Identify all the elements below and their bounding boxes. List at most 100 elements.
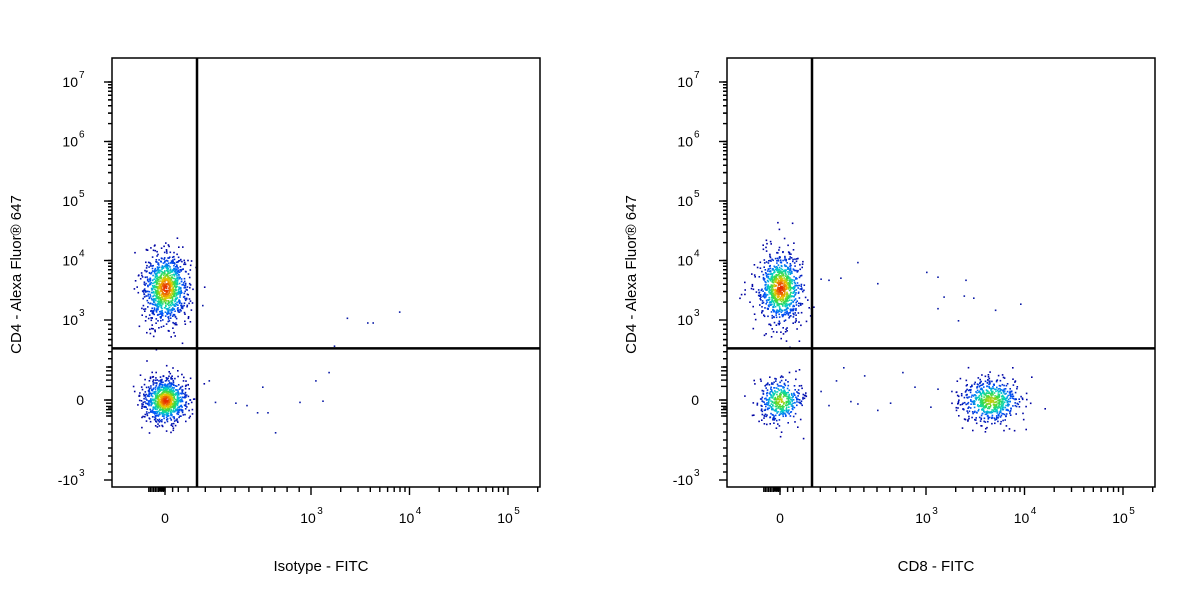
event-dot-pop0 <box>759 294 762 296</box>
event-dot-pop0 <box>790 253 792 255</box>
event-dot-sparse <box>926 271 928 274</box>
event-dot-pop1 <box>163 400 166 402</box>
event-dot-pop0 <box>772 330 775 333</box>
event-dot-pop1 <box>174 394 176 396</box>
event-dot-pop2 <box>1025 405 1027 408</box>
event-dot-sparse <box>208 380 211 382</box>
event-dot-pop1 <box>172 403 175 406</box>
event-dot-pop0 <box>765 281 767 284</box>
event-dot-pop1 <box>154 386 157 389</box>
event-dot-sparse <box>850 400 852 403</box>
event-dot-pop2 <box>978 416 981 419</box>
event-dot-pop1 <box>172 381 175 384</box>
event-dot-pop0 <box>800 311 803 314</box>
event-dot-pop0 <box>763 334 766 337</box>
event-dot-pop0 <box>147 295 149 297</box>
event-dot-pop2 <box>988 380 991 383</box>
event-dot-pop0 <box>169 277 171 280</box>
event-dot-pop0 <box>795 304 798 306</box>
event-dot-pop0 <box>782 327 784 329</box>
event-dot-pop1 <box>771 413 774 416</box>
event-dot-pop1 <box>779 411 782 413</box>
event-dot-pop0 <box>782 305 784 307</box>
event-dot-pop0 <box>774 305 777 308</box>
event-dot-pop1 <box>794 401 796 404</box>
event-dot-pop1 <box>150 399 153 402</box>
event-dot-pop0 <box>146 299 149 302</box>
event-dot-pop0 <box>785 265 787 268</box>
event-dot-pop2 <box>982 406 985 409</box>
event-dot-pop0 <box>785 286 788 289</box>
event-dot-pop2 <box>979 393 982 395</box>
event-dot-pop0 <box>149 280 151 282</box>
event-dot-pop1 <box>756 404 759 406</box>
event-dot-pop2 <box>968 417 970 420</box>
event-dot-pop0 <box>777 252 779 254</box>
event-dot-pop0 <box>160 290 163 293</box>
event-dot-pop0 <box>759 261 762 264</box>
event-dot-pop2 <box>986 385 988 387</box>
event-dot-pop1 <box>172 394 175 397</box>
event-dot-pop0 <box>787 314 790 316</box>
event-dot-pop2 <box>1009 397 1011 400</box>
event-dot-pop1 <box>143 383 146 386</box>
event-dot-pop0 <box>779 284 781 286</box>
event-dot-pop0 <box>765 294 767 297</box>
event-dot-pop1 <box>145 393 147 396</box>
event-dot-pop0 <box>782 289 784 292</box>
event-dot-pop0 <box>183 284 186 287</box>
event-dot-pop0 <box>152 298 155 300</box>
event-dot-pop0 <box>182 296 185 298</box>
event-dot-pop1 <box>164 406 166 408</box>
event-dot-pop2 <box>1029 402 1032 405</box>
event-dot-pop0 <box>769 279 772 282</box>
event-dot-pop0 <box>174 303 177 305</box>
event-dot-pop1 <box>764 403 766 405</box>
event-dot-pop0 <box>174 263 176 265</box>
event-dot-pop0 <box>772 306 774 308</box>
event-dot-pop1 <box>158 403 161 406</box>
event-dot-pop0 <box>166 283 169 285</box>
event-dot-pop0 <box>765 289 767 291</box>
event-dot-pop0 <box>764 296 766 299</box>
event-dot-pop0 <box>164 311 167 313</box>
event-dot-pop0 <box>180 280 183 283</box>
event-dot-pop0 <box>792 292 794 294</box>
event-dot-pop0 <box>155 283 158 286</box>
event-dot-pop0 <box>181 305 184 308</box>
event-dot-pop0 <box>178 292 180 295</box>
event-dot-pop1 <box>152 410 154 413</box>
event-dot-sparse <box>299 401 301 404</box>
event-dot-pop0 <box>763 293 766 295</box>
event-dot-pop0 <box>167 282 170 284</box>
event-dot-pop2 <box>1016 386 1019 388</box>
event-dot-pop2 <box>977 410 980 412</box>
event-dot-pop0 <box>174 295 176 297</box>
event-dot-pop2 <box>1009 412 1011 415</box>
event-dot-pop0 <box>160 299 162 302</box>
event-dot-pop0 <box>179 308 182 311</box>
event-dot-pop0 <box>159 280 162 282</box>
event-dot-pop0 <box>186 304 189 307</box>
event-dot-pop1 <box>779 398 781 401</box>
event-dot-pop1 <box>165 379 168 382</box>
event-dot-pop0 <box>795 318 797 320</box>
event-dot-pop0 <box>158 297 161 299</box>
event-dot-pop2 <box>997 395 1000 397</box>
event-dot-pop0 <box>160 306 162 309</box>
event-dot-pop0 <box>798 305 800 307</box>
event-dot-pop0 <box>780 261 782 263</box>
event-dot-pop2 <box>984 393 987 395</box>
event-dot-pop0 <box>767 285 770 288</box>
event-dot-pop0 <box>156 281 159 283</box>
event-dot-pop0 <box>784 271 787 273</box>
event-dot-pop0 <box>766 270 769 272</box>
event-dot-pop0 <box>180 278 183 280</box>
event-dot-pop0 <box>751 273 753 275</box>
event-dot-pop0 <box>178 286 180 288</box>
event-dot-pop1 <box>168 401 170 404</box>
event-dot-pop0 <box>796 282 799 284</box>
event-dot-pop0 <box>777 290 779 293</box>
event-dot-pop1 <box>163 411 166 413</box>
event-dot-pop0 <box>173 271 176 273</box>
